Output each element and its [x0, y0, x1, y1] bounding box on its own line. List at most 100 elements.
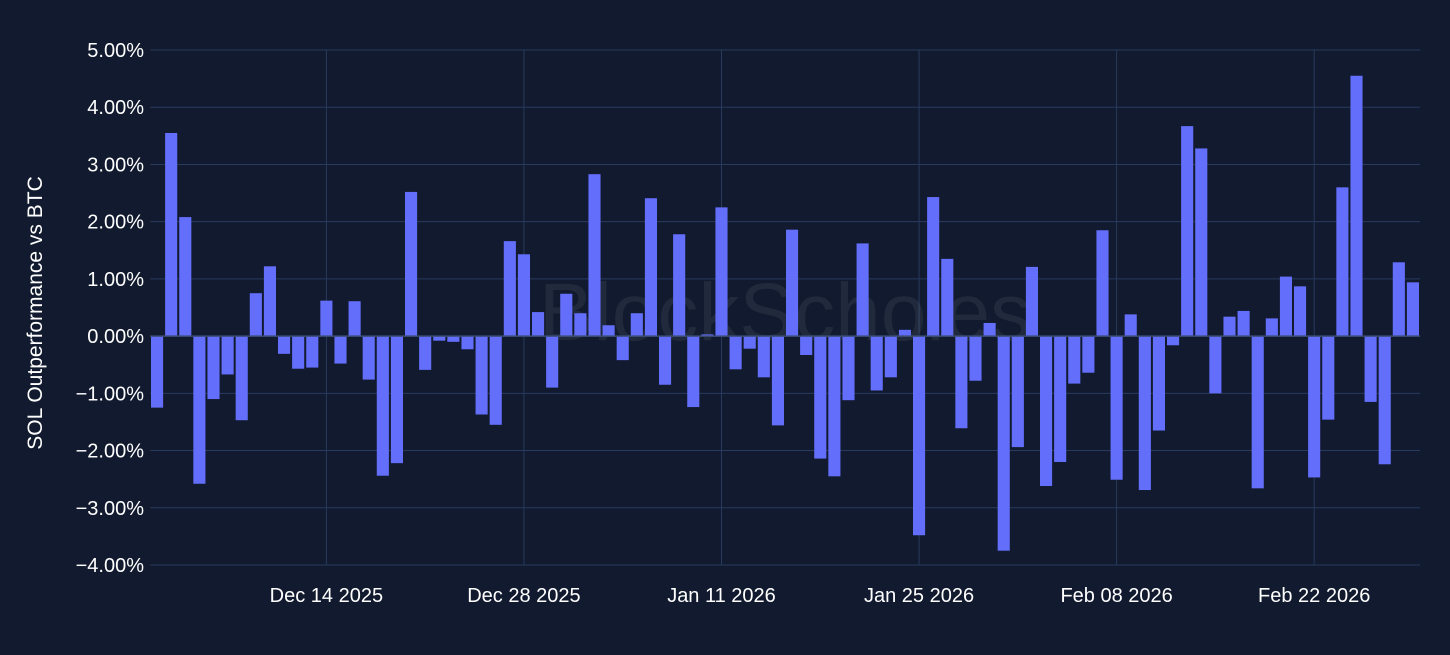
bar — [1322, 336, 1335, 420]
bar — [179, 217, 192, 337]
y-tick-label: −1.00% — [76, 383, 145, 405]
bar — [1167, 336, 1180, 346]
bar — [390, 336, 403, 464]
bar — [1040, 336, 1053, 487]
bar — [997, 336, 1010, 551]
bar — [941, 258, 954, 337]
x-tick-label: Dec 14 2025 — [270, 585, 383, 607]
bar — [419, 336, 432, 370]
bar — [151, 336, 164, 408]
y-tick-label: 0.00% — [87, 326, 144, 348]
bar — [715, 207, 728, 337]
bar — [1336, 187, 1349, 337]
bar — [1110, 336, 1123, 480]
y-tick-label: −2.00% — [76, 441, 145, 463]
bar — [1096, 230, 1109, 337]
bar — [532, 312, 545, 337]
x-tick-label: Dec 28 2025 — [467, 585, 580, 607]
bar — [616, 336, 629, 361]
y-tick-label: 4.00% — [87, 97, 144, 119]
bar — [630, 313, 643, 337]
bar — [320, 300, 333, 337]
x-tick-label: Jan 25 2026 — [864, 585, 974, 607]
bar — [1054, 336, 1067, 462]
bar — [193, 336, 206, 484]
bar — [221, 336, 234, 375]
bar — [362, 336, 375, 380]
bar — [1195, 148, 1208, 337]
bars — [151, 75, 1419, 551]
bar — [687, 336, 700, 408]
y-tick-label: 3.00% — [87, 154, 144, 176]
bar — [870, 336, 883, 391]
bar — [1392, 262, 1405, 337]
bar — [729, 336, 742, 370]
bar — [560, 293, 573, 337]
bar — [927, 197, 940, 337]
y-tick-label: −4.00% — [76, 555, 145, 577]
bar — [1138, 336, 1151, 491]
bar — [475, 336, 488, 415]
y-axis-ticks: 5.00% 4.00% 3.00% 2.00% 1.00% 0.00% −1.00% −2.0… — [76, 40, 145, 577]
bar — [1124, 314, 1137, 337]
bar — [447, 336, 460, 342]
bar — [546, 336, 559, 388]
bar — [644, 198, 657, 337]
bar — [1265, 318, 1278, 337]
bar — [588, 174, 601, 337]
bar — [842, 336, 855, 401]
bar — [1068, 336, 1081, 384]
bar — [913, 336, 926, 536]
bar — [757, 336, 770, 378]
bar — [1364, 336, 1377, 402]
y-axis-label: SOL Outperformance vs BTC — [24, 176, 47, 449]
y-tick-label: 2.00% — [87, 212, 144, 234]
bar — [489, 336, 502, 425]
bar — [348, 301, 361, 337]
bar — [983, 322, 996, 337]
bar — [517, 254, 530, 337]
bar — [884, 336, 897, 378]
x-tick-label: Feb 22 2026 — [1258, 585, 1370, 607]
bar — [969, 336, 982, 381]
bar — [856, 243, 869, 337]
bar — [1308, 336, 1321, 478]
bar — [1011, 336, 1024, 448]
bar — [376, 336, 389, 476]
bar — [503, 241, 516, 337]
bar — [955, 336, 968, 429]
bar — [306, 336, 319, 368]
bar — [602, 325, 615, 337]
bar — [1350, 75, 1363, 337]
bar — [673, 234, 686, 337]
bar — [207, 336, 220, 400]
bar — [771, 336, 784, 426]
bar — [334, 336, 347, 364]
bar — [1294, 286, 1307, 337]
bar — [1279, 276, 1292, 337]
bar — [898, 329, 911, 337]
bar — [1223, 316, 1236, 337]
bar — [263, 266, 276, 337]
bar — [701, 334, 714, 337]
bar — [1025, 266, 1038, 337]
bar — [659, 336, 672, 385]
bar — [1237, 310, 1250, 337]
bar — [433, 336, 446, 341]
bar — [1251, 336, 1264, 489]
bar — [574, 313, 587, 337]
bar — [1209, 336, 1222, 394]
y-tick-label: 1.00% — [87, 269, 144, 291]
bar — [461, 336, 474, 350]
x-axis-ticks: Dec 14 2025 Dec 28 2025 Jan 11 2026 Jan 25 … — [270, 585, 1371, 607]
y-tick-label: 5.00% — [87, 40, 144, 62]
y-tick-label: −3.00% — [76, 498, 145, 520]
bar — [235, 336, 248, 421]
bar — [786, 229, 799, 337]
bar — [743, 336, 756, 349]
bar — [800, 336, 813, 355]
bar — [1082, 336, 1095, 373]
bar — [278, 336, 291, 354]
